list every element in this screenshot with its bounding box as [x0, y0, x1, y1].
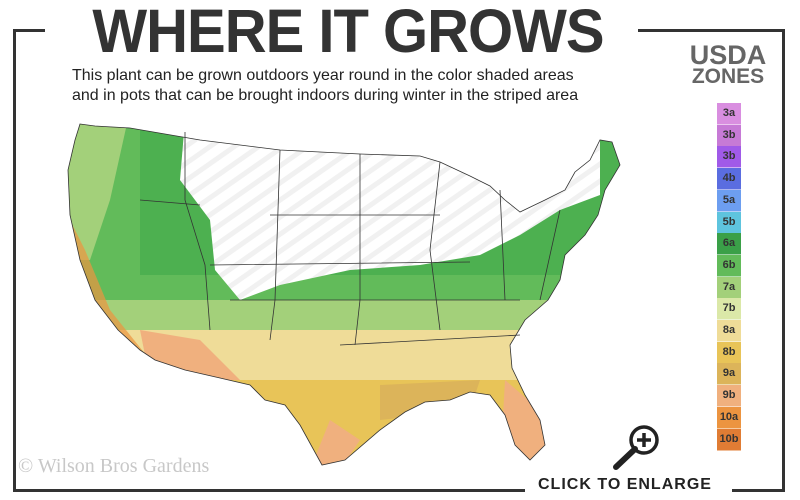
frame-bottom-right [732, 489, 785, 492]
frame-top-left [13, 29, 45, 32]
legend-zone-3b: 3b [717, 146, 741, 169]
legend-title: USDA ZONES [678, 40, 778, 88]
legend-zone-5b: 5b [717, 211, 741, 234]
legend-zone-6b: 6b [717, 254, 741, 277]
watermark: © Wilson Bros Gardens [18, 455, 210, 477]
frame-left [13, 29, 16, 492]
legend-zone-7a: 7a [717, 276, 741, 299]
frame-top-right [638, 29, 785, 32]
legend-zone-5a: 5a [717, 189, 741, 212]
legend-zone-8a: 8a [717, 320, 741, 342]
subtitle-line-1: This plant can be grown outdoors year ro… [72, 67, 574, 84]
state-borders [67, 123, 621, 466]
page-title: WHERE IT GROWS [92, 0, 604, 66]
legend-zone-10a: 10a [717, 406, 741, 429]
frame-right [782, 29, 785, 492]
click-to-enlarge-button[interactable]: CLICK TO ENLARGE [538, 476, 712, 493]
legend-title-usda: USDA [689, 40, 767, 70]
legend-zone-10b: 10b [717, 428, 741, 451]
legend-zone-3b: 3b [717, 124, 741, 147]
legend-zone-9b: 9b [717, 385, 741, 408]
legend-zone-8b: 8b [717, 341, 741, 364]
legend-title-zones: ZONES [691, 65, 765, 88]
legend-zone-6a: 6a [717, 233, 741, 256]
magnifier-plus-icon[interactable] [610, 422, 664, 472]
legend-zone-3a: 3a [717, 103, 741, 125]
legend-zone-7b: 7b [717, 298, 741, 321]
legend-zone-4b: 4b [717, 168, 741, 191]
frame-bottom-left [13, 489, 525, 492]
subtitle-line-2: and in pots that can be brought indoors … [72, 87, 579, 104]
legend-zone-9a: 9a [717, 363, 741, 386]
